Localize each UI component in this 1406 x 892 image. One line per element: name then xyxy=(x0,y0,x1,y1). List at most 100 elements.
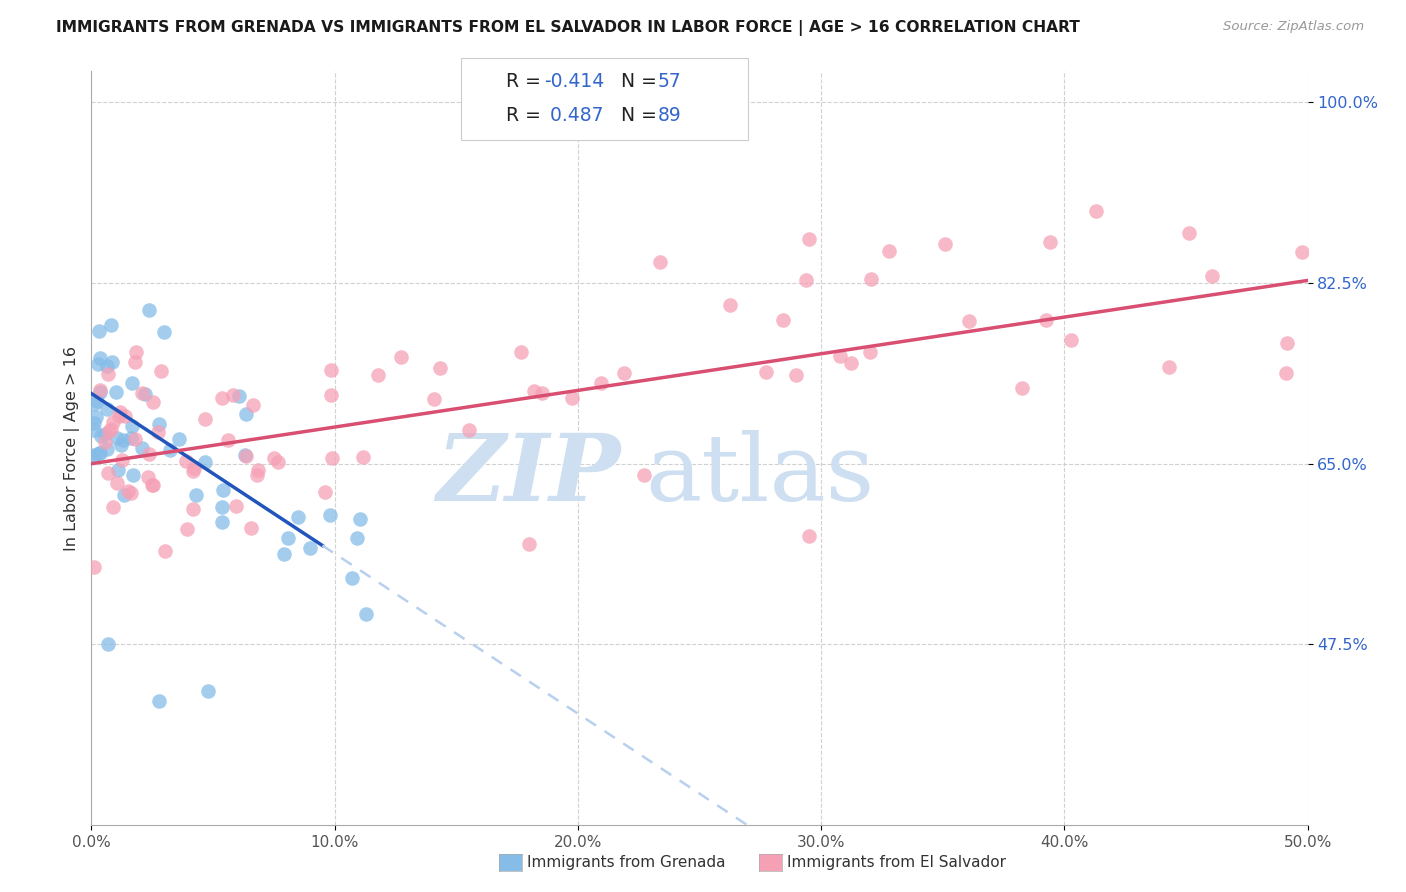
Point xyxy=(1035,313,1057,327)
Point xyxy=(194,455,217,469)
Point xyxy=(1011,381,1033,395)
Point xyxy=(87,445,110,459)
Point xyxy=(785,368,807,383)
Point xyxy=(225,500,247,514)
Point xyxy=(1084,203,1107,218)
Point xyxy=(121,376,143,391)
Point xyxy=(797,232,820,246)
Point xyxy=(212,483,235,497)
Point xyxy=(155,544,177,558)
Point xyxy=(718,298,741,312)
Point xyxy=(124,345,146,359)
Point xyxy=(105,475,128,490)
Point xyxy=(510,345,533,359)
Point xyxy=(319,387,342,401)
Point xyxy=(131,385,153,400)
Point xyxy=(181,464,204,478)
Point xyxy=(367,368,389,383)
Point xyxy=(321,451,343,466)
Point xyxy=(83,448,105,462)
Point xyxy=(120,486,142,500)
Point xyxy=(235,407,257,421)
Text: ZIP: ZIP xyxy=(436,430,620,520)
Text: 89: 89 xyxy=(658,105,682,125)
Point xyxy=(124,355,146,369)
Point xyxy=(934,236,956,251)
Point xyxy=(245,468,267,483)
Point xyxy=(96,442,118,457)
Point xyxy=(221,388,243,402)
Point xyxy=(211,500,233,514)
Point xyxy=(228,389,250,403)
Point xyxy=(110,438,132,452)
Point xyxy=(148,417,170,431)
Point xyxy=(89,384,111,398)
Point xyxy=(105,385,128,400)
Point xyxy=(233,448,256,462)
Text: Immigrants from Grenada: Immigrants from Grenada xyxy=(527,855,725,870)
Text: R =: R = xyxy=(506,71,547,91)
Point xyxy=(193,412,215,426)
Point xyxy=(755,365,778,379)
Point xyxy=(242,398,264,412)
Point xyxy=(112,488,135,502)
Point xyxy=(94,434,117,449)
Point xyxy=(263,450,285,465)
Point xyxy=(169,432,191,446)
Point xyxy=(589,376,612,391)
Text: N =: N = xyxy=(621,71,664,91)
Point xyxy=(183,461,205,475)
Point xyxy=(246,463,269,477)
Point xyxy=(352,450,374,465)
Point xyxy=(83,397,105,411)
Point xyxy=(830,349,852,363)
Point xyxy=(111,433,134,447)
Text: Source: ZipAtlas.com: Source: ZipAtlas.com xyxy=(1223,20,1364,33)
Point xyxy=(298,541,321,555)
Point xyxy=(159,442,181,457)
Text: Immigrants from El Salvador: Immigrants from El Salvador xyxy=(787,855,1007,870)
Text: IMMIGRANTS FROM GRENADA VS IMMIGRANTS FROM EL SALVADOR IN LABOR FORCE | AGE > 16: IMMIGRANTS FROM GRENADA VS IMMIGRANTS FR… xyxy=(56,20,1080,36)
Point xyxy=(633,467,655,482)
Text: -0.414: -0.414 xyxy=(544,71,605,91)
Point xyxy=(108,405,131,419)
Point xyxy=(120,431,142,445)
Point xyxy=(83,450,105,464)
Point xyxy=(142,477,165,491)
Point xyxy=(186,488,208,502)
Point xyxy=(235,449,257,463)
Point xyxy=(87,357,110,371)
Point xyxy=(346,531,368,545)
Point xyxy=(530,385,553,400)
Point xyxy=(103,415,125,429)
Point xyxy=(839,356,862,370)
Point xyxy=(517,537,540,551)
Point xyxy=(131,441,153,455)
Point xyxy=(97,367,120,381)
Point xyxy=(217,434,239,448)
Point xyxy=(211,515,233,529)
Point xyxy=(97,466,120,480)
Point xyxy=(174,454,197,468)
Point xyxy=(650,254,672,268)
Point xyxy=(523,384,546,398)
Point xyxy=(181,502,204,516)
Point xyxy=(89,351,111,365)
Point xyxy=(389,351,412,365)
Point xyxy=(121,468,143,483)
Point xyxy=(1060,333,1083,347)
Point xyxy=(138,447,160,461)
Text: N =: N = xyxy=(621,105,664,125)
Point xyxy=(561,391,583,405)
Point xyxy=(114,409,136,424)
Point xyxy=(354,607,377,621)
Point xyxy=(108,409,131,423)
Point xyxy=(1291,245,1313,260)
Point xyxy=(319,363,342,377)
Text: R =: R = xyxy=(506,105,547,125)
Point xyxy=(89,446,111,460)
Point xyxy=(877,244,900,258)
Point xyxy=(100,422,122,436)
Point xyxy=(1275,366,1298,380)
Point xyxy=(211,391,233,405)
